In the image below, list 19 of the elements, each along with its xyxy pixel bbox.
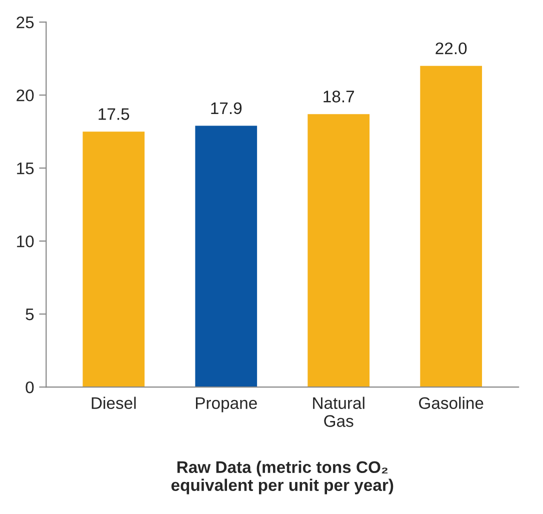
y-tick-label: 10 (17, 235, 34, 248)
x-tick-label: Propane (196, 397, 257, 412)
bar (195, 126, 258, 388)
data-label: 17.5 (98, 108, 130, 120)
x-tick-label: Diesel (92, 396, 136, 410)
y-tick-label: 20 (16, 89, 34, 102)
y-tick-label: 15 (17, 162, 34, 174)
y-tick-label: 0 (26, 381, 34, 394)
x-tick-label: Gasoline (419, 396, 484, 410)
data-label: 22.0 (436, 42, 467, 54)
data-label: 18.7 (324, 90, 354, 102)
bar (308, 114, 370, 388)
bar (420, 66, 482, 388)
x-axis-title: Raw Data (metric tons CO₂ equivalent per unit per year) (171, 460, 394, 494)
y-tick-label: 25 (16, 16, 34, 28)
y-tick-label: 5 (26, 308, 34, 320)
data-label: 17.9 (211, 102, 242, 114)
x-tick-label: Natural Gas (313, 396, 364, 427)
bar (82, 132, 145, 388)
